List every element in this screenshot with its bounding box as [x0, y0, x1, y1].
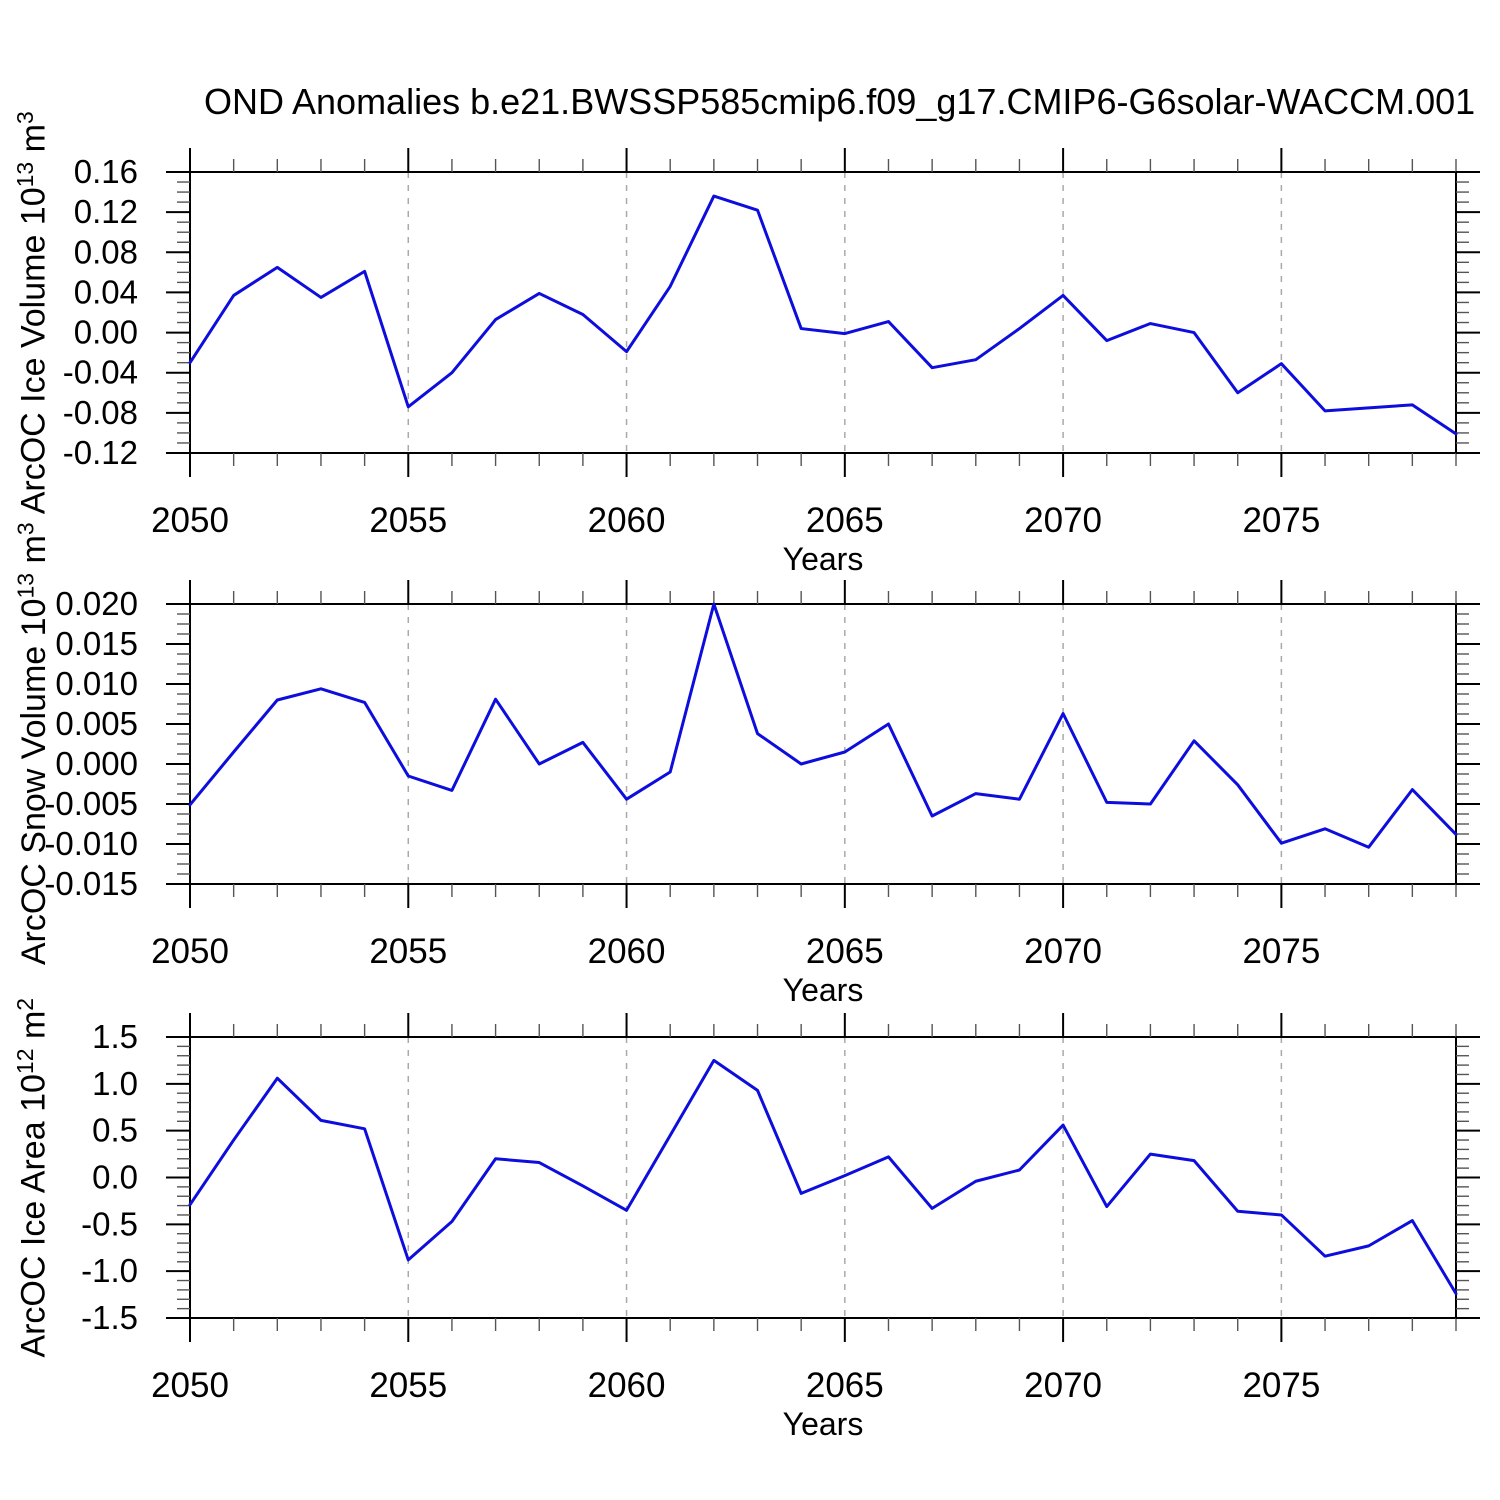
y-tick-label-0.020: 0.020 [55, 585, 138, 622]
y-tick-label-0.12: 0.12 [74, 193, 138, 230]
y-axis-title-text: ArcOC Ice Volume 1013 m3 [12, 110, 53, 515]
data-line-snow-volume [188, 602, 1458, 849]
exponent: 13 [12, 573, 39, 599]
y-tick-label-0.08: 0.08 [74, 233, 138, 270]
y-tick-label--0.08: -0.08 [63, 394, 138, 431]
chart-title: OND Anomalies b.e21.BWSSP585cmip6.f09_g1… [204, 81, 1476, 122]
y-tick-label--0.04: -0.04 [63, 354, 138, 391]
x-tick-label-2075: 2075 [1242, 1366, 1320, 1405]
x-axis-title: Years [782, 972, 864, 1008]
y-axis-title-ice-volume: ArcOC Ice Volume 1013 m3 [4, 111, 62, 514]
plot-frame-ice-volume [189, 171, 1457, 454]
x-tick-label-2060: 2060 [588, 932, 666, 971]
y-tick-label--0.015: -0.015 [44, 865, 138, 902]
data-line-ice-area [188, 1058, 1458, 1296]
x-tick-label-2070: 2070 [1024, 501, 1102, 540]
x-tick-label-2065: 2065 [806, 932, 884, 971]
y-tick-label--1.5: -1.5 [81, 1299, 138, 1336]
x-tick-label-2060: 2060 [588, 501, 666, 540]
exponent: 12 [12, 1048, 39, 1074]
x-tick-label-2055: 2055 [369, 1366, 447, 1405]
x-axis-title: Years [782, 1406, 864, 1442]
y-tick-label-0.010: 0.010 [55, 665, 138, 702]
y-axis-title-text: ArcOC Snow Volume 1013 m3 [12, 522, 53, 966]
y-tick-label-0.000: 0.000 [55, 745, 138, 782]
x-tick-label-2055: 2055 [369, 501, 447, 540]
y-tick-label-0.16: 0.16 [74, 153, 138, 190]
y-tick-label--0.5: -0.5 [81, 1205, 138, 1242]
x-tick-label-2070: 2070 [1024, 932, 1102, 971]
y-tick-label--0.010: -0.010 [44, 825, 138, 862]
x-tick-label-2065: 2065 [806, 1366, 884, 1405]
y-axis-title-ice-area: ArcOC Ice Area 1012 m2 [4, 998, 62, 1358]
plot-frame-snow-volume [189, 603, 1457, 885]
exponent: 13 [12, 161, 39, 188]
x-tick-label-2050: 2050 [151, 932, 229, 971]
x-tick-label-2075: 2075 [1242, 932, 1320, 971]
x-tick-label-2070: 2070 [1024, 1366, 1102, 1405]
exponent: 2 [12, 997, 39, 1011]
y-tick-label-1.0: 1.0 [92, 1065, 138, 1102]
y-axis-title-snow-volume: ArcOC Snow Volume 1013 m3 [4, 523, 62, 966]
y-axis-title-text: ArcOC Ice Area 1012 m2 [12, 997, 53, 1358]
x-tick-label-2060: 2060 [588, 1366, 666, 1405]
y-tick-label--0.12: -0.12 [63, 434, 138, 471]
exponent: 3 [12, 110, 39, 124]
x-tick-label-2055: 2055 [369, 932, 447, 971]
y-tick-label-0.0: 0.0 [92, 1159, 138, 1196]
y-tick-label-0.015: 0.015 [55, 625, 138, 662]
x-axis-title: Years [782, 541, 864, 577]
y-tick-label--1.0: -1.0 [81, 1252, 138, 1289]
y-tick-label-0.5: 0.5 [92, 1112, 138, 1149]
y-tick-label--0.005: -0.005 [44, 785, 138, 822]
y-tick-label-0.04: 0.04 [74, 273, 138, 310]
y-tick-label-0.00: 0.00 [74, 314, 138, 351]
x-tick-label-2050: 2050 [151, 1366, 229, 1405]
data-line-ice-volume [188, 194, 1458, 436]
y-tick-label-0.005: 0.005 [55, 705, 138, 742]
y-tick-label-1.5: 1.5 [92, 1018, 138, 1055]
x-tick-label-2065: 2065 [806, 501, 884, 540]
x-tick-label-2050: 2050 [151, 501, 229, 540]
exponent: 3 [12, 522, 39, 536]
x-tick-label-2075: 2075 [1242, 501, 1320, 540]
